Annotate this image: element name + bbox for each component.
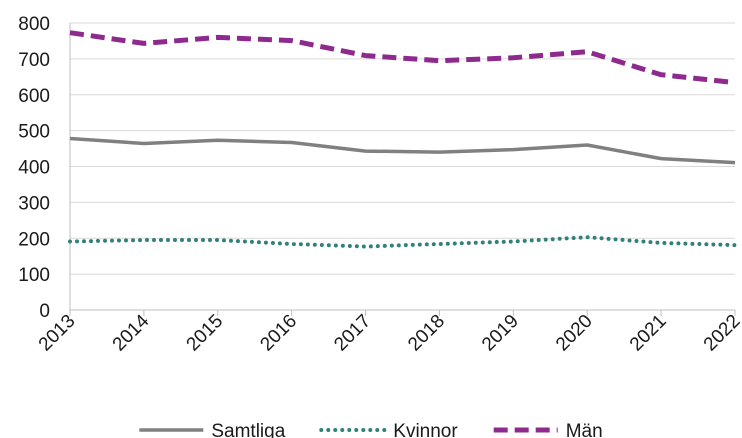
y-tick-label: 0	[39, 301, 50, 322]
y-tick-labels: 0 100 200 300 400 500 600 700 800	[18, 14, 50, 322]
legend-label: Män	[566, 421, 603, 438]
legend-label: Samtliga	[211, 421, 285, 438]
legend-item: Män	[493, 421, 603, 438]
legend-label: Kvinnor	[393, 421, 458, 438]
series-line-m-n	[69, 30, 736, 86]
series-line-samtliga	[69, 136, 736, 165]
gridlines	[70, 22, 735, 275]
x-tick-labels: 2013 2014 2015 2016 2017 2018 2019 2020 2021 2022	[35, 310, 742, 355]
series-line-kvinnor	[68, 235, 737, 249]
x-tick-label: 2018	[404, 311, 449, 356]
x-tick-label: 2020	[552, 311, 597, 356]
y-tick-label: 100	[18, 265, 50, 286]
y-tick-label: 400	[18, 158, 50, 179]
y-tick-label: 700	[18, 50, 50, 71]
legend-item: Kvinnor	[319, 421, 458, 438]
x-tick-label: 2015	[183, 311, 228, 356]
legend: Samtliga Kvinnor Män	[139, 421, 603, 438]
axes	[69, 23, 735, 311]
x-tick-label: 2021	[626, 311, 671, 356]
y-tick-label: 500	[18, 122, 50, 143]
y-tick-label: 800	[18, 14, 50, 35]
x-tick-label: 2022	[700, 311, 742, 356]
x-tick-label: 2019	[478, 311, 523, 356]
y-tick-label: 200	[18, 229, 50, 250]
x-tick-label: 2014	[109, 310, 154, 355]
series-lines	[68, 30, 737, 249]
y-tick-label: 600	[18, 86, 50, 107]
x-tick-label: 2016	[256, 311, 301, 356]
legend-item: Samtliga	[139, 421, 286, 438]
x-tick-label: 2017	[330, 311, 375, 356]
y-tick-label: 300	[18, 193, 50, 214]
